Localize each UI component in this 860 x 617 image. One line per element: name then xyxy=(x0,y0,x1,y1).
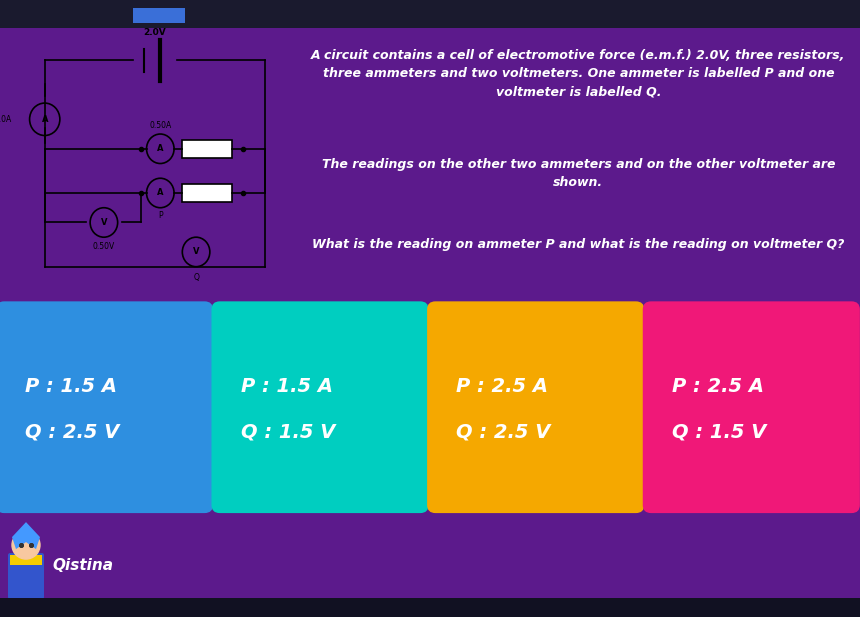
Text: 2.0V: 2.0V xyxy=(144,28,166,37)
Polygon shape xyxy=(12,522,40,549)
FancyBboxPatch shape xyxy=(0,301,213,513)
Text: A: A xyxy=(41,115,48,124)
Text: 0.50A: 0.50A xyxy=(149,120,171,130)
Text: The readings on the other two ammeters and on the other voltmeter are
shown.: The readings on the other two ammeters a… xyxy=(322,158,835,189)
Text: Qistina: Qistina xyxy=(52,558,113,573)
Text: V: V xyxy=(193,247,200,257)
FancyBboxPatch shape xyxy=(642,301,860,513)
Text: 0.50V: 0.50V xyxy=(93,242,115,251)
Text: P : 2.5 A: P : 2.5 A xyxy=(672,378,764,396)
Bar xyxy=(182,184,232,202)
Bar xyxy=(182,140,232,157)
Text: Q : 2.5 V: Q : 2.5 V xyxy=(25,422,120,441)
Circle shape xyxy=(12,531,40,559)
FancyBboxPatch shape xyxy=(8,553,44,599)
Text: P: P xyxy=(158,210,163,220)
Text: 2.0A: 2.0A xyxy=(0,115,12,124)
Text: A circuit contains a cell of electromotive force (e.m.f.) 2.0V, three resistors,: A circuit contains a cell of electromoti… xyxy=(311,49,845,99)
FancyBboxPatch shape xyxy=(212,301,428,513)
FancyBboxPatch shape xyxy=(427,301,644,513)
Text: A: A xyxy=(157,144,163,153)
Text: Q : 1.5 V: Q : 1.5 V xyxy=(672,422,766,441)
Text: What is the reading on ammeter P and what is the reading on voltmeter Q?: What is the reading on ammeter P and wha… xyxy=(312,238,845,251)
Text: P : 1.5 A: P : 1.5 A xyxy=(241,378,333,396)
Text: A: A xyxy=(157,188,163,197)
Text: V: V xyxy=(101,218,108,227)
Text: Q : 2.5 V: Q : 2.5 V xyxy=(457,422,550,441)
Text: P : 2.5 A: P : 2.5 A xyxy=(457,378,549,396)
Text: P : 1.5 A: P : 1.5 A xyxy=(25,378,117,396)
Text: Q: Q xyxy=(194,273,199,281)
FancyBboxPatch shape xyxy=(10,555,42,565)
Text: Q : 1.5 V: Q : 1.5 V xyxy=(241,422,335,441)
